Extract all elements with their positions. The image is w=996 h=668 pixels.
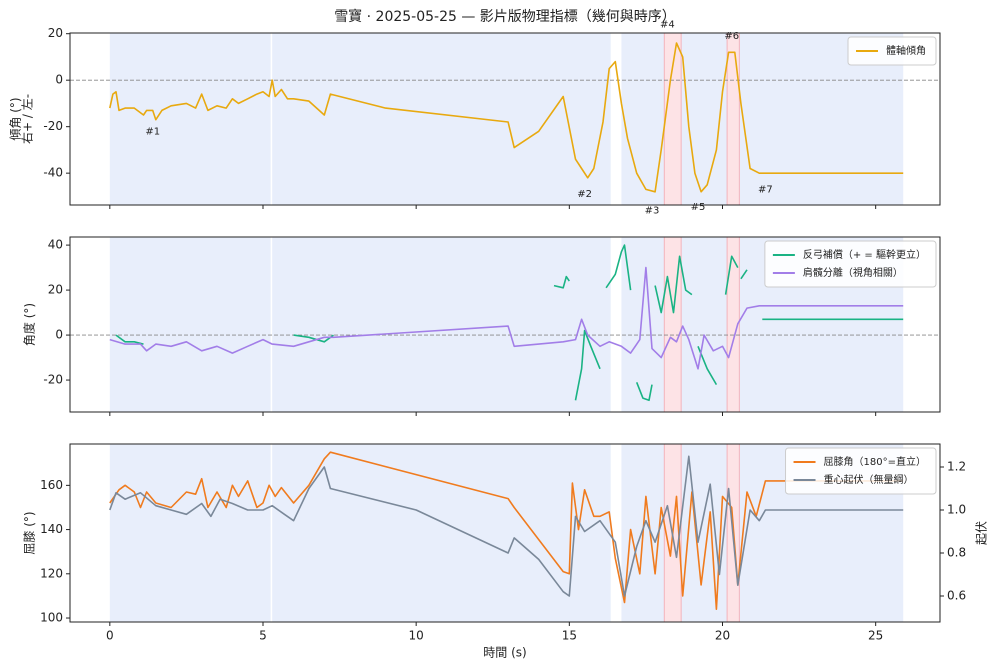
legend-label: 重心起伏（無量綱） — [824, 473, 914, 486]
annotation: #7 — [758, 184, 773, 195]
x-tick-label: 25 — [868, 629, 883, 643]
annotation: #4 — [660, 19, 675, 30]
y2-tick-label: 1.0 — [947, 502, 966, 516]
y-axis-label: 角度 (°) — [22, 303, 37, 346]
x-tick-label: 10 — [409, 629, 424, 643]
y-tick-label: -40 — [43, 166, 63, 180]
y-axis-label: 屈膝 (°) — [23, 511, 37, 554]
y-axis-label: 傾角 (°) — [9, 97, 23, 140]
legend-label: 反弓補償（+ = 驅幹更立） — [803, 248, 926, 261]
legend: 反弓補償（+ = 驅幹更立） 肩髖分離（視角相關） — [764, 240, 937, 288]
legend-label: 體軸傾角 — [886, 44, 926, 57]
y-tick-label: -20 — [43, 373, 63, 387]
plot-frame — [69, 32, 941, 206]
series-line — [724, 255, 739, 295]
y-tick-label: 0 — [55, 328, 63, 342]
x-tick-label: 20 — [715, 629, 730, 643]
y-tick-label: 40 — [48, 238, 63, 252]
series-line — [115, 334, 144, 345]
series-line — [635, 382, 653, 402]
x-tick-label: 0 — [106, 629, 114, 643]
x-tick-label: 15 — [562, 629, 577, 643]
y2-axis-label: 起伏 — [975, 521, 989, 545]
y-tick-label: 20 — [48, 26, 63, 40]
phase-span — [109, 237, 271, 412]
phase-span — [272, 237, 611, 412]
series-line — [654, 255, 693, 314]
series-line — [740, 269, 748, 280]
annotation: #6 — [724, 31, 739, 42]
series-line — [109, 451, 904, 611]
y-axis-label: 右+ / 左- — [20, 94, 35, 144]
y-tick-label: 120 — [40, 566, 63, 580]
series-line — [109, 266, 904, 370]
legend-label: 肩髖分離（視角相關） — [803, 266, 903, 279]
series-line — [109, 42, 904, 193]
y-tick-label: -20 — [43, 119, 63, 133]
legend-box — [785, 447, 937, 495]
series-line — [605, 244, 632, 291]
y2-tick-label: 0.6 — [947, 588, 966, 602]
x-axis-label: 時間 (s) — [483, 646, 526, 660]
y2-tick-label: 0.8 — [947, 545, 966, 559]
legend-box — [764, 240, 937, 288]
highlight-span — [726, 32, 740, 206]
annotation: #2 — [577, 189, 592, 200]
legend-label: 屈膝角（180°=直立） — [824, 455, 926, 468]
legend-box — [847, 36, 937, 66]
annotation: #1 — [145, 126, 160, 137]
phase-span — [109, 444, 271, 622]
series-line — [553, 275, 570, 289]
x-tick-label: 5 — [259, 629, 267, 643]
figure-title: 雪寶 · 2025-05-25 — 影片版物理指標（幾何與時序） — [334, 9, 676, 25]
phase-span — [272, 444, 611, 622]
y-tick-label: 20 — [48, 283, 63, 297]
highlight-span — [663, 32, 682, 206]
y-tick-label: 100 — [40, 611, 63, 625]
y-tick-label: 160 — [40, 478, 63, 492]
plot-frame — [69, 443, 941, 623]
phase-span — [109, 33, 271, 205]
legend: 屈膝角（180°=直立） 重心起伏（無量綱） — [785, 447, 937, 495]
y-tick-label: 0 — [55, 73, 63, 87]
legend: 體軸傾角 — [847, 36, 937, 66]
y-tick-label: 140 — [40, 522, 63, 536]
series-line — [109, 455, 904, 597]
phase-span — [272, 33, 611, 205]
annotation: #5 — [691, 202, 706, 213]
series-line — [574, 329, 601, 401]
y2-tick-label: 1.2 — [947, 460, 966, 474]
plot-frame — [69, 236, 941, 413]
annotation: #3 — [645, 205, 660, 216]
